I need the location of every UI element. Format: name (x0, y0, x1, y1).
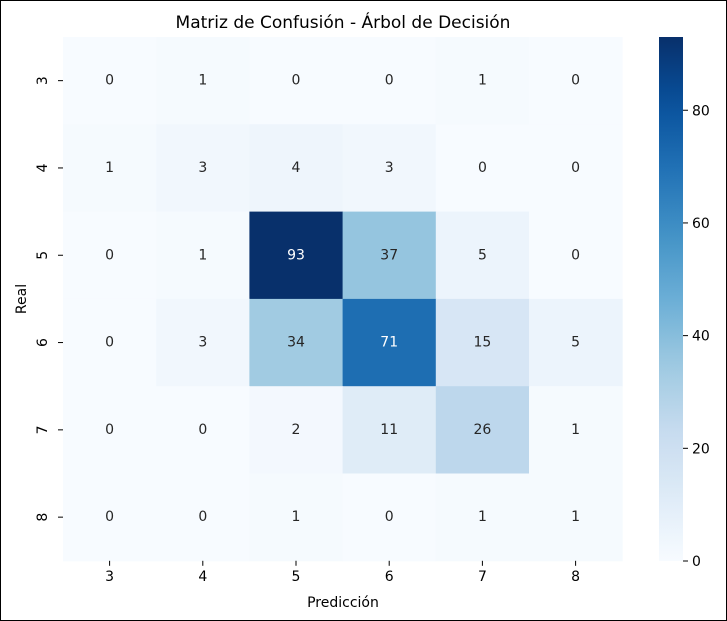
cell-value-label: 71 (380, 335, 398, 351)
cell-value-label: 93 (287, 247, 305, 263)
y-tick-label: 5 (35, 251, 51, 260)
cell-value-label: 5 (478, 247, 487, 263)
heatmap-cell (156, 298, 250, 387)
cell-value-label: 1 (571, 422, 580, 438)
y-tick-label: 3 (35, 76, 51, 85)
heatmap-cell (342, 37, 437, 125)
heatmap-cell (435, 473, 530, 562)
heatmap-cell (63, 473, 157, 562)
heatmap-cell (529, 124, 623, 213)
heatmap-cell (435, 37, 530, 125)
y-axis-ticks: 3 4 5 6 7 8 (35, 76, 63, 522)
heatmap-cell (63, 386, 157, 474)
heatmap-cell (529, 211, 623, 300)
cell-value-label: 0 (571, 160, 580, 176)
heatmap-cell (435, 298, 530, 387)
heatmap-cell (342, 298, 437, 387)
chart-title: Matriz de Confusión - Árbol de Decisión (176, 11, 511, 33)
x-tick-label: 4 (198, 569, 207, 585)
heatmap-cell (249, 37, 344, 125)
x-axis-ticks: 3 4 5 6 7 8 (105, 560, 580, 585)
heatmap-cell (249, 298, 344, 387)
heatmap-cell (249, 386, 344, 474)
cell-value-label: 0 (198, 422, 207, 438)
y-tick-label: 6 (35, 338, 51, 347)
cell-value-label: 1 (198, 73, 207, 89)
heatmap-cell (529, 473, 623, 562)
cell-value-label: 0 (105, 422, 114, 438)
colorbar-tick-label: 20 (692, 441, 710, 457)
cell-value-label: 1 (198, 247, 207, 263)
cell-value-label: 0 (105, 247, 114, 263)
cell-value-label: 26 (473, 422, 491, 438)
cell-value-label: 37 (380, 247, 398, 263)
heatmap-cell (156, 211, 250, 300)
cell-value-label: 1 (571, 509, 580, 525)
cell-value-label: 11 (380, 422, 398, 438)
y-tick-label: 4 (35, 163, 51, 172)
y-tick-label: 7 (35, 425, 51, 434)
cell-value-label: 2 (292, 422, 301, 438)
x-tick-label: 5 (292, 569, 301, 585)
heatmap-cell (63, 37, 157, 125)
heatmap-cell (156, 473, 250, 562)
cell-value-label: 1 (292, 509, 301, 525)
cell-value-label: 1 (105, 160, 114, 176)
cell-value-label: 0 (292, 73, 301, 89)
cell-value-label: 0 (105, 509, 114, 525)
colorbar-tick-label: 80 (692, 103, 710, 119)
cell-value-label: 0 (198, 509, 207, 525)
heatmap-cell (156, 386, 250, 474)
y-axis-title: Real (14, 284, 30, 314)
heatmap-cell (249, 211, 344, 300)
cell-value-label: 3 (198, 335, 207, 351)
cell-value-label: 1 (478, 73, 487, 89)
x-tick-label: 8 (571, 569, 580, 585)
cell-value-label: 15 (473, 335, 491, 351)
heatmap-cell (249, 473, 344, 562)
heatmap-cell (529, 37, 623, 125)
heatmap-cell (63, 124, 157, 213)
cell-value-label: 3 (198, 160, 207, 176)
heatmap-cell (529, 298, 623, 387)
cell-value-label: 34 (287, 335, 305, 351)
heatmap-cell (63, 211, 157, 300)
colorbar-tick-label: 60 (692, 216, 710, 232)
cell-value-label: 3 (385, 160, 394, 176)
colorbar-tick-label: 40 (692, 329, 710, 345)
cell-value-label: 4 (292, 160, 301, 176)
heatmap-cell (342, 473, 437, 562)
x-tick-label: 7 (478, 569, 487, 585)
heatmap-cell (435, 386, 530, 474)
heatmap-cell (529, 386, 623, 474)
cell-annotations: 0 1 0 0 1 01 3 4 3 0 00 1 93 37 5 00 3 34 71 15 50 0 2 11 26 10 0 1… (105, 73, 580, 526)
cell-value-label: 0 (385, 509, 394, 525)
heatmap-cell (342, 124, 437, 213)
heatmap-cell (63, 298, 157, 387)
x-tick-label: 6 (385, 569, 394, 585)
cell-value-label: 0 (105, 73, 114, 89)
x-tick-label: 3 (105, 569, 114, 585)
cell-value-label: 0 (571, 73, 580, 89)
cell-value-label: 5 (571, 335, 580, 351)
cell-value-label: 0 (105, 335, 114, 351)
colorbar-ticks: 0 20 40 60 80 (683, 103, 710, 570)
heatmap-cell (342, 211, 437, 300)
heatmap-cell (435, 211, 530, 300)
heatmap-cells (63, 37, 623, 562)
heatmap-cell (156, 37, 250, 125)
heatmap-cell (249, 124, 344, 213)
y-tick-label: 8 (35, 513, 51, 522)
cell-value-label: 0 (385, 73, 394, 89)
cell-value-label: 0 (478, 160, 487, 176)
heatmap-cell (156, 124, 250, 213)
x-axis-title: Predicción (307, 595, 379, 611)
colorbar (659, 37, 683, 561)
heatmap-cell (342, 386, 437, 474)
cell-value-label: 1 (478, 509, 487, 525)
colorbar-tick-label: 0 (692, 554, 701, 570)
heatmap-cell (435, 124, 530, 213)
cell-value-label: 0 (571, 247, 580, 263)
